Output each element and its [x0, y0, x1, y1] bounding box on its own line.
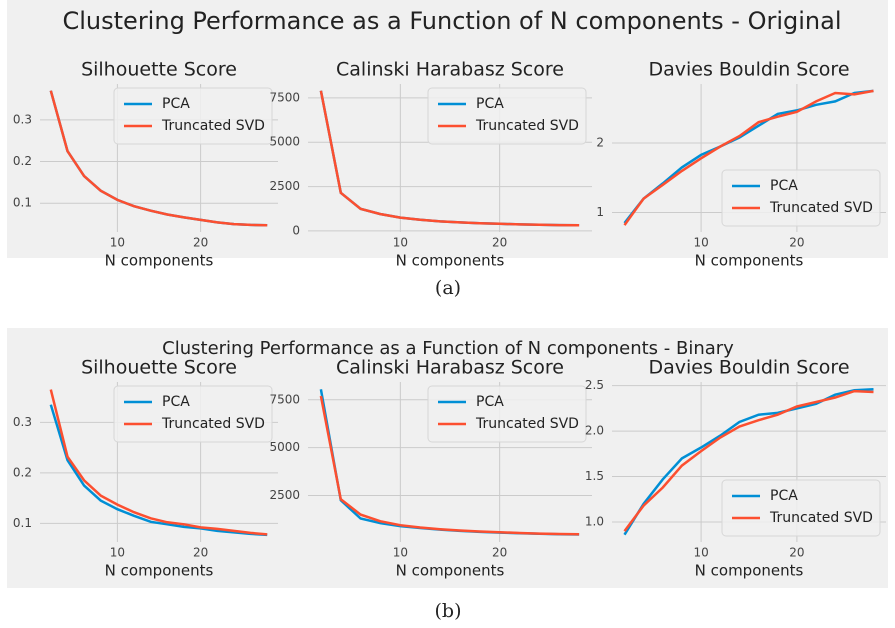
- legend-box: [721, 169, 881, 227]
- y-tick-label: 1.5: [585, 469, 604, 483]
- x-tick-label: 20: [789, 236, 804, 250]
- data-line: [623, 89, 874, 224]
- x-tick-label: 10: [693, 546, 708, 560]
- figure-title: Clustering Performance as a Function of …: [162, 338, 734, 359]
- caption: (a): [435, 277, 461, 299]
- x-tick-label: 20: [193, 236, 208, 250]
- chart-title: Davies Bouldin Score: [648, 357, 849, 379]
- legend-label: Truncated SVD: [161, 416, 265, 432]
- legend-label: PCA: [162, 96, 190, 112]
- legend-box: [427, 385, 587, 443]
- y-tick-label: 7500: [269, 90, 300, 104]
- y-tick-label: 1.0: [585, 515, 604, 529]
- legend-label: Truncated SVD: [475, 118, 579, 134]
- legend-label: PCA: [162, 394, 190, 410]
- x-tick-label: 10: [110, 236, 125, 250]
- data-line: [319, 90, 580, 227]
- chart-title: Calinski Harabasz Score: [336, 357, 564, 379]
- legend-box: [113, 385, 273, 443]
- y-tick-label: 2500: [269, 179, 300, 193]
- x-axis-label: N components: [695, 562, 804, 580]
- y-tick-label: 1: [596, 205, 604, 219]
- x-tick-label: 10: [110, 546, 125, 560]
- panel-background: [7, 328, 888, 588]
- legend-label: PCA: [770, 488, 798, 504]
- legend-label: PCA: [770, 178, 798, 194]
- data-line: [49, 404, 268, 537]
- x-axis-label: N components: [105, 252, 214, 270]
- data-line: [49, 389, 268, 536]
- x-tick-label: 10: [693, 236, 708, 250]
- data-line: [623, 89, 874, 226]
- y-tick-label: 2: [596, 136, 604, 150]
- data-line: [319, 395, 580, 536]
- legend-label: Truncated SVD: [475, 416, 579, 432]
- chart-title: Silhouette Score: [81, 59, 237, 81]
- figure-title: Clustering Performance as a Function of …: [63, 7, 842, 35]
- chart-title: Silhouette Score: [81, 357, 237, 379]
- data-line: [623, 388, 874, 536]
- caption: (b): [435, 600, 462, 622]
- legend-label: PCA: [476, 96, 504, 112]
- legend-label: PCA: [476, 394, 504, 410]
- y-tick-label: 2.0: [585, 424, 604, 438]
- x-axis-label: N components: [695, 252, 804, 270]
- legend-label: Truncated SVD: [769, 510, 873, 526]
- legend-box: [113, 87, 273, 145]
- y-tick-label: 0.3: [13, 415, 32, 429]
- y-tick-label: 2.5: [585, 378, 604, 392]
- x-axis-label: N components: [396, 562, 505, 580]
- legend-box: [427, 87, 587, 145]
- y-tick-label: 0.1: [13, 516, 32, 530]
- legend-label: Truncated SVD: [769, 200, 873, 216]
- legend-box: [721, 479, 881, 537]
- y-tick-label: 5000: [269, 440, 300, 454]
- data-line: [623, 389, 874, 532]
- data-line: [49, 90, 268, 227]
- y-tick-label: 0.2: [13, 154, 32, 168]
- x-tick-label: 10: [393, 546, 408, 560]
- x-tick-label: 20: [789, 546, 804, 560]
- x-tick-label: 10: [393, 236, 408, 250]
- x-tick-label: 20: [492, 546, 507, 560]
- x-tick-label: 20: [193, 546, 208, 560]
- x-tick-label: 20: [492, 236, 507, 250]
- y-tick-label: 7500: [269, 392, 300, 406]
- chart-title: Davies Bouldin Score: [648, 59, 849, 81]
- y-tick-label: 5000: [269, 135, 300, 149]
- legend-label: Truncated SVD: [161, 118, 265, 134]
- y-tick-label: 0.2: [13, 465, 32, 479]
- y-tick-label: 2500: [269, 488, 300, 502]
- chart-title: Calinski Harabasz Score: [336, 59, 564, 81]
- x-axis-label: N components: [105, 562, 214, 580]
- y-tick-label: 0.1: [13, 196, 32, 210]
- x-axis-label: N components: [396, 252, 505, 270]
- y-tick-label: 0.3: [13, 112, 32, 126]
- y-tick-label: 0: [292, 223, 300, 237]
